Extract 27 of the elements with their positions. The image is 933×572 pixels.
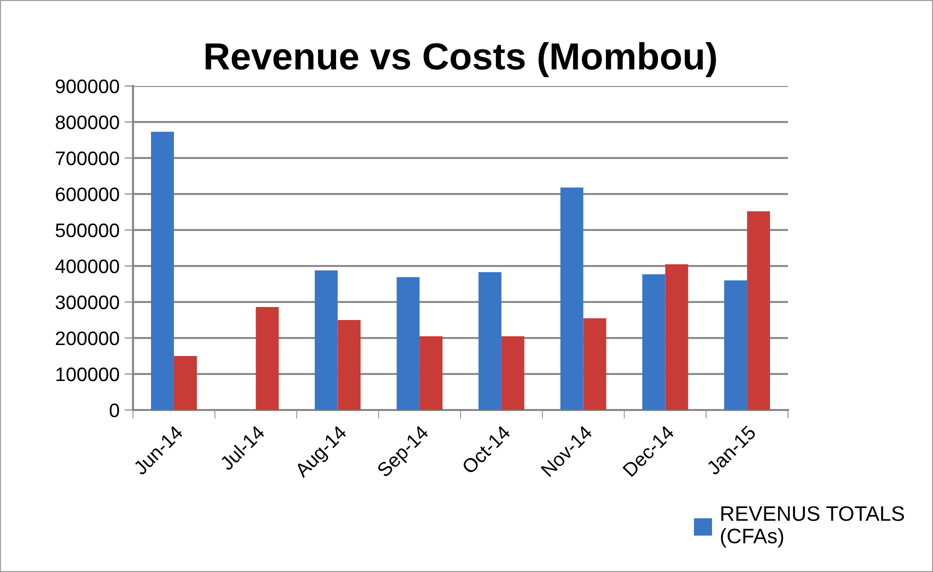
y-tick-label: 800000 [56, 115, 120, 130]
bar [174, 356, 197, 410]
bar [256, 307, 279, 410]
chart-title: Revenue vs Costs (Mombou) [206, 42, 716, 78]
y-tick-label: 700000 [56, 151, 120, 166]
y-tick-label: 300000 [56, 295, 120, 310]
bar [560, 188, 584, 410]
bar [665, 264, 688, 410]
bar [396, 277, 420, 410]
bar [338, 320, 361, 410]
bar [314, 270, 338, 410]
bar [420, 336, 442, 410]
bar [151, 132, 174, 410]
y-tick-label: 200000 [56, 331, 120, 346]
y-tick-label: 500000 [56, 223, 120, 238]
y-tick-label: 400000 [55, 259, 120, 274]
bar [642, 274, 666, 410]
bar [747, 211, 770, 410]
bar [583, 318, 606, 410]
y-tick-label: 100000 [56, 367, 120, 382]
y-tick-label: 900000 [56, 79, 120, 94]
y-tick-label: 600000 [56, 187, 120, 202]
bar [501, 336, 524, 410]
y-tick-label: 0 [110, 403, 120, 418]
bar [724, 280, 748, 410]
bar [478, 272, 502, 410]
legend-label: REVENUS TOTALS (CFAs) [720, 506, 904, 548]
